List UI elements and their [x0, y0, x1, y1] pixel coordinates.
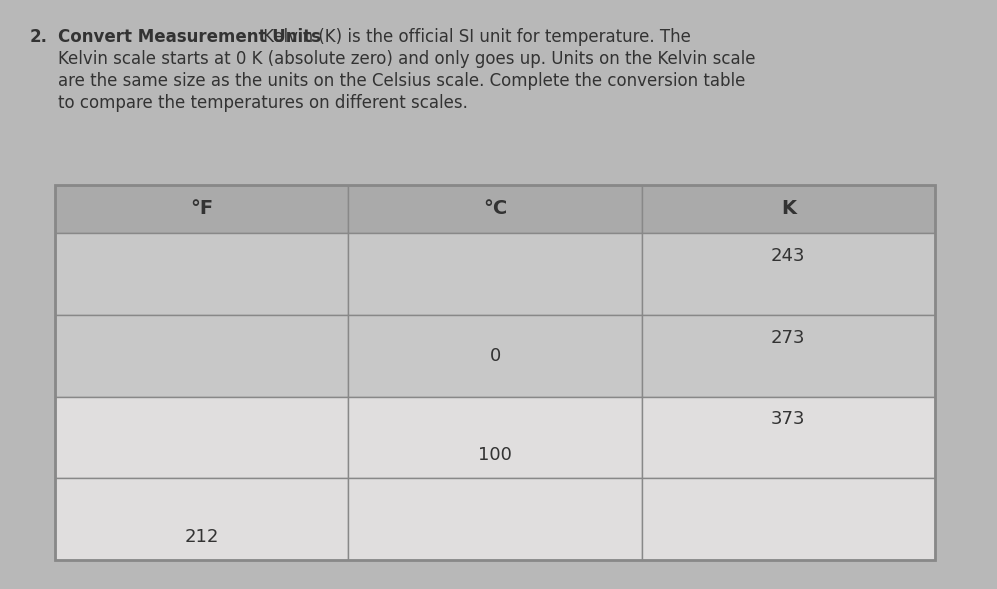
Bar	[642, 396, 935, 478]
Text: °F: °F	[190, 200, 213, 219]
Text: °C: °C	[483, 200, 507, 219]
Text: 243: 243	[771, 247, 806, 265]
Text: are the same size as the units on the Celsius scale. Complete the conversion tab: are the same size as the units on the Ce…	[58, 72, 746, 90]
Bar	[642, 185, 935, 233]
Text: to compare the temperatures on different scales.: to compare the temperatures on different…	[58, 94, 468, 112]
Text: 373: 373	[771, 411, 806, 428]
Text: K: K	[781, 200, 796, 219]
Text: 212: 212	[184, 528, 219, 546]
Text: Convert Measurement Units: Convert Measurement Units	[58, 28, 321, 46]
Text: 100: 100	[479, 446, 511, 464]
Bar	[348, 185, 642, 233]
Text: 273: 273	[771, 329, 806, 347]
Text: Kelvin (K) is the official SI unit for temperature. The: Kelvin (K) is the official SI unit for t…	[258, 28, 691, 46]
Bar	[642, 478, 935, 560]
Bar	[642, 233, 935, 315]
Bar	[55, 233, 348, 315]
Text: 0: 0	[490, 346, 500, 365]
Bar	[55, 315, 348, 396]
Bar	[348, 233, 642, 315]
Bar	[55, 396, 348, 478]
Text: 2.: 2.	[30, 28, 48, 46]
Bar	[642, 315, 935, 396]
Bar	[348, 478, 642, 560]
Bar	[55, 478, 348, 560]
Bar	[55, 185, 935, 560]
Bar	[348, 315, 642, 396]
Bar	[348, 396, 642, 478]
Text: Kelvin scale starts at 0 K (absolute zero) and only goes up. Units on the Kelvin: Kelvin scale starts at 0 K (absolute zer…	[58, 50, 756, 68]
Bar	[55, 185, 348, 233]
